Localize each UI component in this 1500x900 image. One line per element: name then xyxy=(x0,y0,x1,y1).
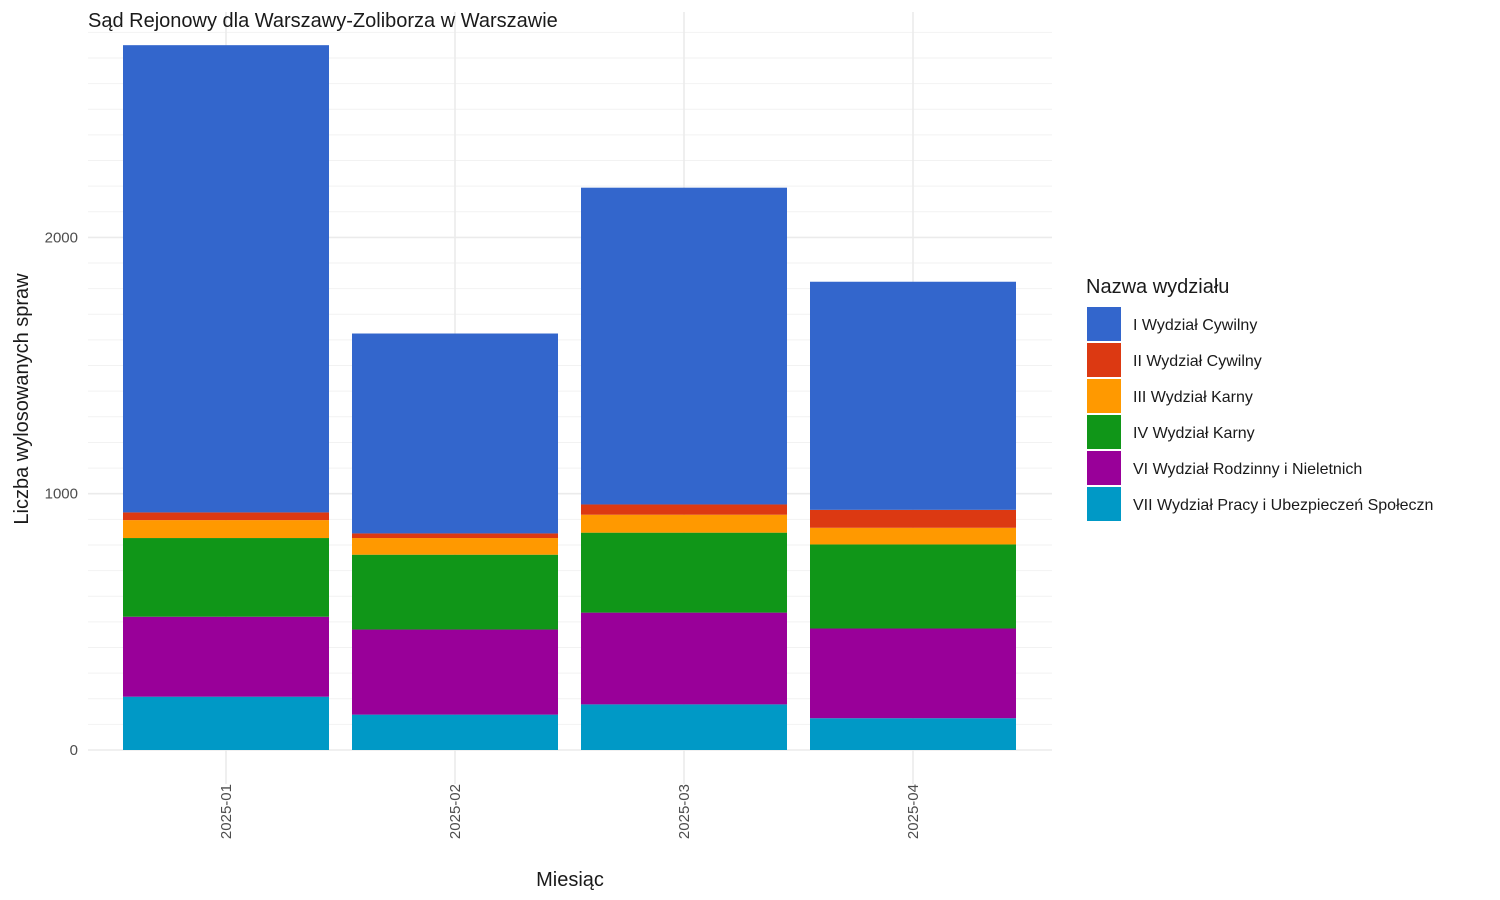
x-axis-title: Miesiąc xyxy=(536,869,604,891)
bar-segment xyxy=(352,538,558,555)
bar-segment xyxy=(810,544,1016,629)
ticks-layer: 0 1000 2000 2025-01 2025-02 2025-03 2025-04 xyxy=(45,229,922,839)
x-tick-label: 2025-01 xyxy=(218,784,235,839)
bar-segment xyxy=(810,281,1016,510)
y-tick-label: 1000 xyxy=(45,486,78,503)
legend-swatch xyxy=(1087,451,1121,485)
bar-segment xyxy=(810,628,1016,719)
bar-segment xyxy=(352,714,558,750)
legend-swatch xyxy=(1087,379,1121,413)
legend-title: Nazwa wydziału xyxy=(1086,276,1229,298)
bar-segment xyxy=(810,527,1016,545)
bar-segment xyxy=(352,554,558,630)
legend-swatch xyxy=(1087,307,1121,341)
x-tick-label: 2025-02 xyxy=(447,784,464,839)
y-axis-title: Liczba wylosowanych spraw xyxy=(11,273,33,525)
bar-segment xyxy=(123,696,329,750)
x-tick-label: 2025-03 xyxy=(676,784,693,839)
y-tick-label: 0 xyxy=(70,742,78,759)
legend-label: III Wydział Karny xyxy=(1133,389,1253,406)
bar-segment xyxy=(581,514,787,533)
y-tick-label: 2000 xyxy=(45,229,78,246)
bar-segment xyxy=(581,532,787,613)
bar-segment xyxy=(581,704,787,750)
bar-segment xyxy=(352,533,558,539)
legend-label: VI Wydział Rodzinny i Nieletnich xyxy=(1133,461,1362,478)
bar-segment xyxy=(123,512,329,521)
legend-swatch xyxy=(1087,343,1121,377)
legend-label: VII Wydział Pracy i Ubezpieczeń Społeczn xyxy=(1133,497,1433,514)
legend-label: II Wydział Cywilny xyxy=(1133,353,1262,370)
bar-segment xyxy=(581,187,787,505)
bar-segment xyxy=(123,616,329,697)
legend: I Wydział Cywilny II Wydział Cywilny III W… xyxy=(1087,307,1433,521)
bar-segment xyxy=(581,504,787,515)
legend-label: I Wydział Cywilny xyxy=(1133,317,1257,334)
legend-swatch xyxy=(1087,415,1121,449)
bar-segment xyxy=(810,718,1016,750)
bar-segment xyxy=(123,45,329,513)
bar-segment xyxy=(810,509,1016,528)
chart-title: Sąd Rejonowy dla Warszawy-Zoliborza w Wa… xyxy=(88,10,558,32)
bar-segment xyxy=(123,538,329,617)
legend-swatch xyxy=(1087,487,1121,521)
x-tick-label: 2025-04 xyxy=(905,784,922,839)
bar-segment xyxy=(352,333,558,534)
bar-segment xyxy=(123,520,329,539)
legend-label: IV Wydział Karny xyxy=(1133,425,1255,442)
bar-segment xyxy=(352,629,558,715)
bar-segment xyxy=(581,612,787,705)
bars-layer xyxy=(123,45,1016,750)
